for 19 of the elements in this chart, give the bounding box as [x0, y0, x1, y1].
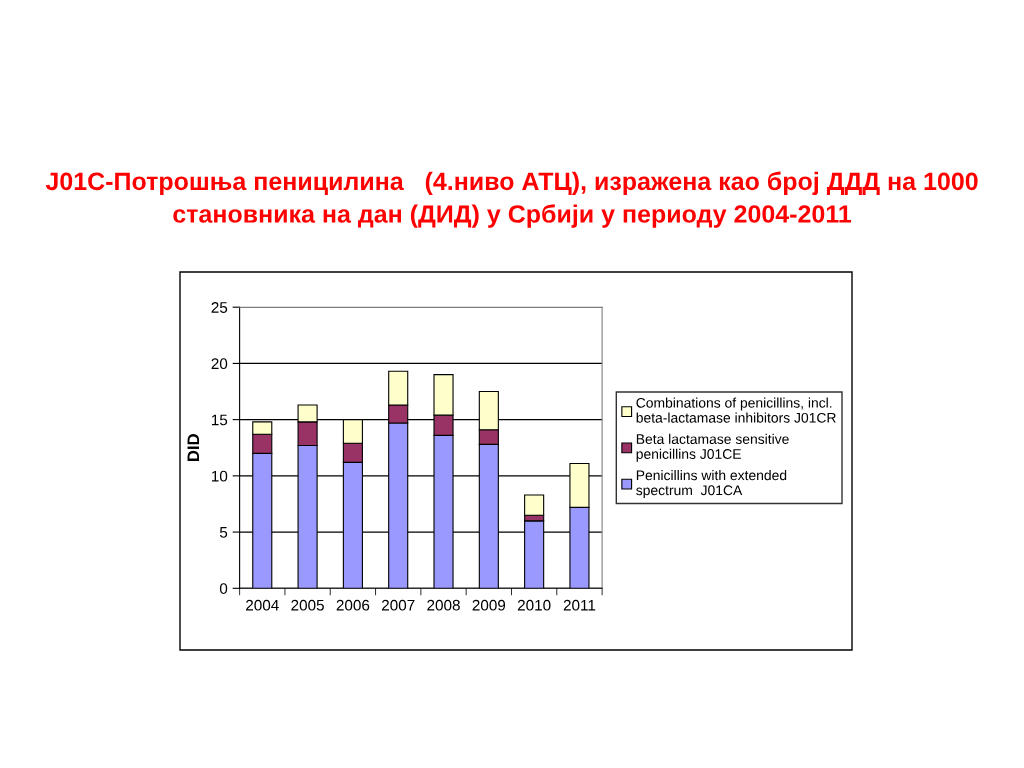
legend-label: Penicillins with extended spectrum J01CA: [636, 470, 787, 498]
y-tick-label: 25: [211, 302, 228, 313]
x-tick-label: 2004: [246, 599, 279, 611]
x-tick-label: 2008: [427, 599, 460, 611]
y-tick-label: 5: [219, 527, 228, 538]
legend-label: Beta lactamase sensitive penicillins J01CE: [636, 433, 789, 462]
y-tick-label: 10: [211, 470, 228, 482]
x-tick-label: 2006: [336, 599, 370, 611]
x-tick-label: 2005: [291, 599, 324, 611]
chart-title: J01C-Потрошња пеницилина (4.ниво АТЦ), изражена као број ДДД на 1000 становника на дан (ДИД) у Србији у периоду 2004-2011: [45, 171, 978, 228]
x-tick-label: 2007: [381, 599, 415, 611]
x-tick-label: 2009: [472, 599, 506, 611]
y-tick-label: 0: [219, 583, 228, 594]
legend-label: Combinations of penicillins, incl. beta-lactamase inhibitors J01CR: [636, 397, 836, 423]
x-tick-label: 2011: [563, 599, 596, 611]
y-tick-label: 20: [211, 358, 228, 370]
y-axis-title: DID: [187, 434, 200, 461]
y-tick-label: 15: [211, 414, 228, 426]
x-tick-label: 2010: [517, 599, 551, 611]
